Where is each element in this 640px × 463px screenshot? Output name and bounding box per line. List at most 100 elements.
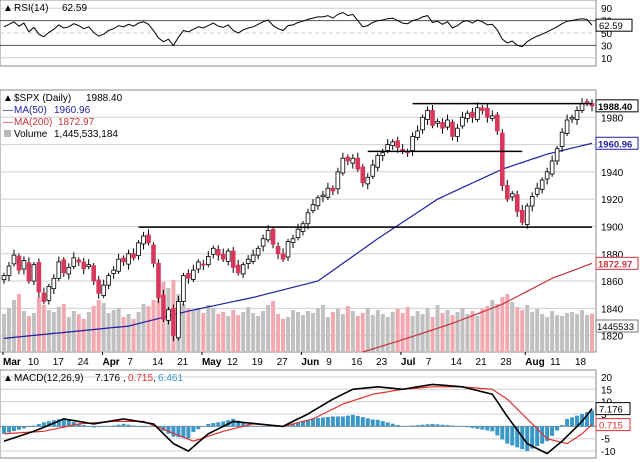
macd-histogram-bar [355, 415, 360, 427]
candle-body-down [584, 101, 590, 103]
volume-bar [66, 317, 71, 352]
candle [574, 106, 580, 125]
volume-bar [291, 310, 296, 352]
volume-bar [196, 309, 201, 352]
candle-body-up [240, 264, 246, 275]
candle-body-up [315, 197, 321, 207]
candle-body-up [524, 205, 530, 225]
volume-bar [226, 316, 231, 352]
candle [225, 248, 231, 266]
candle-body-up [66, 266, 72, 275]
macd-tick-label: -5 [601, 435, 610, 446]
volume-bar [495, 304, 500, 352]
candle [450, 119, 455, 141]
volume-bar [365, 308, 370, 352]
volume-bar [390, 312, 395, 352]
price-tick-label: 1860 [601, 277, 624, 288]
volume-bar [281, 319, 286, 352]
candle [415, 125, 420, 141]
volume-bar [261, 311, 266, 352]
volume-bar [2, 314, 6, 352]
volume-bar [6, 308, 11, 352]
candle-body-down [36, 262, 42, 293]
candle-body-up [420, 116, 425, 131]
ma200-axis-value-text: 1872.97 [598, 259, 632, 270]
candle [186, 269, 191, 284]
candle-body-down [270, 229, 276, 245]
candle-body-up [295, 228, 301, 239]
macd-histogram-bar [261, 426, 266, 427]
macd-histogram-bar [345, 415, 350, 427]
candle-body-down [96, 279, 101, 294]
candle [215, 245, 221, 261]
candle [111, 266, 116, 279]
volume-bar [271, 301, 276, 352]
ma50-legend-value: 1960.96 [54, 105, 91, 116]
macd-histogram-bar [2, 426, 6, 434]
macd-histogram-bar [480, 426, 485, 430]
price-tick-label: 1980 [601, 113, 624, 124]
volume-bar [286, 317, 291, 352]
volume-bar [520, 310, 525, 352]
candle [509, 190, 515, 202]
x-tick-label: 23 [376, 357, 388, 368]
candle [504, 180, 510, 202]
candle [91, 263, 96, 286]
candle [36, 258, 42, 298]
macd-histogram-bar [181, 426, 186, 438]
macd-histogram-bar [271, 426, 276, 427]
candle-body-up [320, 194, 326, 198]
candle-body-up [370, 164, 376, 177]
candle [365, 173, 371, 190]
volume-bar [330, 312, 335, 352]
macd-histogram-bar [16, 426, 21, 430]
volume-bar [136, 312, 141, 352]
candle-body-down [230, 250, 236, 268]
macd-histogram-bar [575, 415, 580, 427]
macd-histogram-bar [76, 423, 81, 427]
x-tick-label: 9 [326, 357, 332, 368]
macd-histogram-bar [420, 424, 425, 427]
candle-body-up [116, 258, 121, 272]
candle-body-up [574, 110, 580, 120]
macd-histogram-bar [350, 414, 355, 427]
candle-body-down [485, 107, 490, 118]
x-tick-label: 24 [78, 357, 90, 368]
x-tick-label: May [202, 357, 222, 368]
candle-body-down [61, 259, 67, 274]
candle-body-up [1, 275, 7, 281]
volume-bar [430, 317, 435, 352]
volume-bar [545, 317, 550, 352]
macd-histogram-bar [305, 420, 310, 427]
candle [465, 110, 470, 123]
x-tick-label: 18 [575, 357, 587, 368]
candle-body-up [529, 196, 535, 207]
macd-histogram-bar [340, 416, 345, 427]
volume-bar [106, 313, 111, 352]
macd-histogram-bar [26, 426, 31, 428]
macd-histogram-bar [550, 426, 555, 436]
candle [16, 253, 22, 275]
price-tick-label: 1940 [601, 168, 624, 179]
candle-body-up [564, 119, 570, 134]
volume-bar [415, 311, 420, 352]
candle [445, 114, 450, 130]
candle-body-down [81, 261, 87, 270]
macd-histogram-bar [256, 425, 261, 427]
ma50-line [3, 142, 593, 339]
macd-histogram-bar [91, 426, 96, 428]
candle-body-down [76, 259, 82, 263]
candle-body-up [490, 115, 495, 119]
price-panel: 1820184018601880190019201940196019801872… [0, 89, 639, 353]
candle-body-up [365, 176, 371, 185]
volume-bar [350, 311, 355, 352]
macd-histogram-bar [291, 423, 296, 427]
volume-legend-value: 1,445,533,184 [54, 129, 118, 140]
candle-body-up [534, 187, 540, 195]
price-legend-icon: ▲ [3, 93, 13, 104]
candle-body-up [225, 250, 231, 262]
ma200-axis-value: 1872.97 [595, 256, 639, 270]
ma200-legend-icon: — [3, 117, 13, 128]
candle [96, 275, 101, 299]
candle [146, 229, 151, 246]
